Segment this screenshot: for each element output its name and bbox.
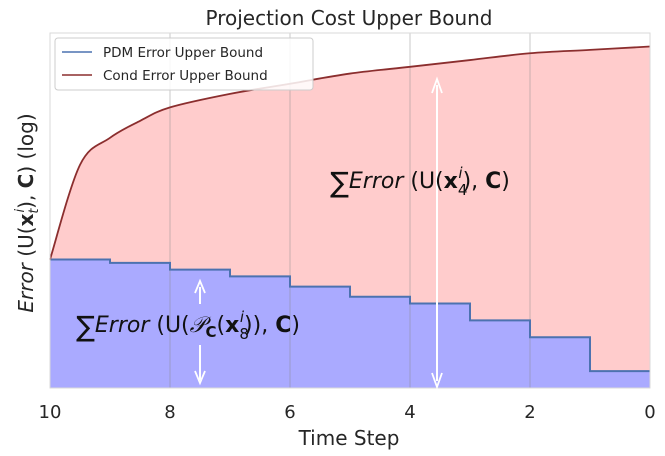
annotation-pdm-arrow-down	[194, 370, 206, 386]
x-tick-labels: 10 8 6 4 2 0	[39, 402, 656, 423]
y-axis-label-text: Error (U(xti), C) (log)	[13, 113, 42, 312]
plot-frame	[49, 32, 651, 389]
x-tick-10: 10	[39, 402, 62, 423]
annotation-pdm-arrow-up	[194, 278, 206, 294]
annotation-cond-text: ∑Error (U(x4i), C)	[330, 164, 510, 199]
legend: PDM Error Upper Bound Cond Error Upper B…	[54, 37, 314, 91]
x-tick-0: 0	[644, 402, 655, 423]
chart-title: Projection Cost Upper Bound	[206, 6, 493, 30]
annotation-pdm: ∑Error (U(𝒫C(x8i)), C)	[76, 278, 300, 386]
annotation-cond-sum: ∑	[330, 166, 349, 199]
pdm-line	[50, 258, 650, 373]
annotation-cond: ∑Error (U(x4i), C)	[330, 76, 510, 390]
legend-label-cond: Cond Error Upper Bound	[103, 68, 268, 84]
legend-box	[54, 37, 314, 91]
annotation-pdm-sum: ∑	[76, 310, 95, 343]
annotation-cond-arrow-up	[431, 76, 443, 94]
annotation-pdm-text: ∑Error (U(𝒫C(x8i)), C)	[76, 308, 300, 343]
x-tick-2: 2	[524, 402, 535, 423]
x-axis-label: Time Step	[298, 426, 400, 450]
grid-lines	[169, 33, 531, 388]
x-tick-6: 6	[284, 402, 295, 423]
x-tick-8: 8	[164, 402, 175, 423]
legend-label-pdm: PDM Error Upper Bound	[103, 45, 263, 61]
y-axis-label: Error (U(xti), C) (log)	[13, 113, 42, 312]
x-tick-4: 4	[404, 402, 415, 423]
annotation-cond-arrow-down	[431, 372, 443, 390]
